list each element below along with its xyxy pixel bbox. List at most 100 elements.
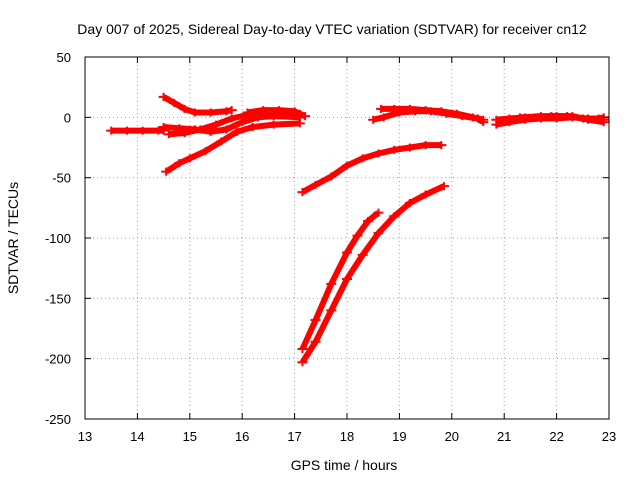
data-point <box>242 108 253 117</box>
data-point <box>221 125 232 134</box>
data-point <box>216 137 227 146</box>
data-point <box>226 106 237 115</box>
data-point <box>326 279 337 288</box>
data-point <box>226 114 237 123</box>
data-point <box>530 113 541 122</box>
data-point <box>179 104 190 113</box>
data-point <box>268 120 279 129</box>
data-point <box>389 145 400 154</box>
x-tick-label: 19 <box>392 429 406 444</box>
data-point <box>452 109 463 118</box>
data-point <box>258 106 269 115</box>
data-point <box>420 106 431 115</box>
data-point <box>436 141 447 150</box>
data-point <box>357 154 368 163</box>
data-point <box>297 188 308 197</box>
data-point <box>562 112 573 121</box>
data-point <box>247 122 258 131</box>
data-point <box>121 126 132 135</box>
data-point <box>593 114 604 123</box>
y-tick-label: 50 <box>57 50 71 65</box>
data-point <box>221 107 232 116</box>
data-series <box>514 112 609 123</box>
data-point <box>404 104 415 113</box>
x-tick-label: 14 <box>130 429 144 444</box>
data-point <box>289 107 300 116</box>
data-point <box>438 182 449 191</box>
y-tick-label: -150 <box>45 291 71 306</box>
data-point <box>376 104 387 113</box>
x-tick-label: 22 <box>549 429 563 444</box>
data-series <box>297 208 384 354</box>
data-point <box>106 126 117 135</box>
data-point <box>504 114 515 123</box>
series-trace <box>299 210 381 351</box>
data-point <box>179 129 190 138</box>
data-point <box>273 106 284 115</box>
data-point <box>231 127 242 136</box>
data-point <box>342 275 352 284</box>
data-point <box>297 345 308 354</box>
grid-layer <box>85 57 609 419</box>
data-point <box>420 190 431 199</box>
data-series <box>106 126 169 135</box>
data-point <box>158 92 169 101</box>
data-point <box>404 143 415 152</box>
data-point <box>169 98 180 107</box>
data-point <box>436 107 447 116</box>
series-trace <box>299 183 446 364</box>
series-layer <box>106 92 609 367</box>
data-point <box>342 248 352 257</box>
data-point <box>373 208 384 217</box>
data-point <box>577 114 588 123</box>
data-series <box>297 141 447 197</box>
data-point <box>237 118 248 127</box>
data-point <box>404 199 415 208</box>
data-series <box>242 106 311 121</box>
x-axis-label: GPS time / hours <box>291 457 398 473</box>
data-point <box>378 113 389 122</box>
data-point <box>389 104 400 113</box>
y-tick-label: -200 <box>45 352 71 367</box>
x-tick-label: 15 <box>183 429 197 444</box>
chart-title: Day 007 of 2025, Sidereal Day-to-day VTE… <box>77 21 587 37</box>
data-point <box>211 120 221 129</box>
data-point <box>357 250 368 259</box>
data-point <box>137 126 148 135</box>
data-point <box>163 130 174 139</box>
data-point <box>200 147 211 156</box>
data-point <box>205 108 216 117</box>
y-tick-label: -250 <box>45 412 71 427</box>
x-tick-label: 17 <box>287 429 301 444</box>
x-tick-label: 16 <box>235 429 249 444</box>
data-point <box>352 231 363 240</box>
y-tick-label: -50 <box>52 171 71 186</box>
data-point <box>478 115 489 124</box>
x-tick-label: 13 <box>78 429 92 444</box>
data-point <box>514 113 525 122</box>
data-point <box>326 306 337 315</box>
data-point <box>373 149 384 158</box>
data-series <box>161 119 305 176</box>
data-point <box>190 108 201 117</box>
data-point <box>362 217 373 226</box>
data-point <box>467 113 478 122</box>
data-point <box>184 154 195 163</box>
data-point <box>310 316 321 325</box>
x-tick-label: 21 <box>497 429 511 444</box>
data-point <box>342 161 352 170</box>
x-tick-label: 23 <box>602 429 616 444</box>
data-point <box>174 159 185 168</box>
data-series <box>376 104 489 124</box>
data-point <box>368 115 379 124</box>
data-point <box>373 229 384 238</box>
y-tick-label: 0 <box>64 110 71 125</box>
data-series <box>158 92 237 117</box>
tick-layer: 13 14 15 16 17 18 19 20 21 22 23 -250 -200 -150 -100 -5… <box>45 50 616 444</box>
data-point <box>195 125 206 134</box>
data-point <box>161 167 172 176</box>
data-point <box>300 112 311 121</box>
data-point <box>389 212 400 221</box>
data-point <box>326 172 337 181</box>
